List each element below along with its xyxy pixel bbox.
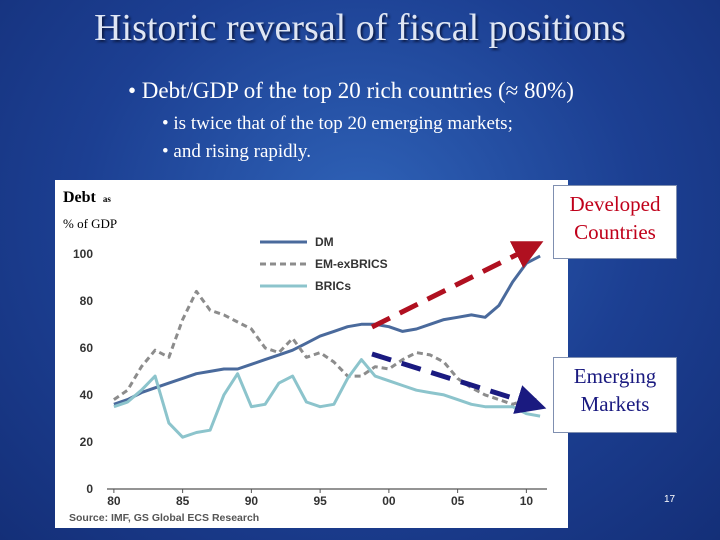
ylabel-as: as xyxy=(103,194,112,204)
emerging-trend-arrow xyxy=(371,351,547,414)
legend-label-dm: DM xyxy=(315,235,334,249)
bullet-sub-2: • and rising rapidly. xyxy=(162,141,311,162)
developed-label-line1: Developed xyxy=(569,192,661,216)
x-tick-label: 00 xyxy=(382,494,396,508)
chart-source: Source: IMF, GS Global ECS Research xyxy=(69,512,259,524)
bullet-main: • Debt/GDP of the top 20 rich countries … xyxy=(128,78,574,103)
x-tick-label: 10 xyxy=(520,494,534,508)
x-tick-label: 90 xyxy=(245,494,259,508)
x-tick-label: 05 xyxy=(451,494,465,508)
y-tick-label: 0 xyxy=(86,482,93,496)
y-tick-label: 60 xyxy=(80,341,94,355)
y-tick-label: 100 xyxy=(73,247,93,261)
developed-label-line2: Countries xyxy=(574,220,656,244)
page-number: 17 xyxy=(664,494,676,505)
legend-label-em-exbrics: EM-exBRICS xyxy=(315,257,388,271)
y-tick-label: 40 xyxy=(80,388,94,402)
ylabel-percent-gdp: % of GDP xyxy=(63,216,117,231)
bullet-sub-1: • is twice that of the top 20 emerging m… xyxy=(162,113,513,134)
series-line-dm xyxy=(113,254,541,406)
svg-text:Debt as: Debt as xyxy=(63,189,111,206)
chart-panel: 0 20 40 60 80 100 80 85 90 95 00 05 10 DM EM-exBRICS B… xyxy=(55,180,568,528)
legend-label-brics: BRICs xyxy=(315,279,351,293)
x-tick-label: 95 xyxy=(313,494,327,508)
emerging-label-line1: Emerging xyxy=(573,364,657,388)
series-line-brics xyxy=(113,358,541,439)
developed-trend-arrow xyxy=(370,241,544,330)
y-tick-label: 20 xyxy=(80,435,94,449)
developed-countries-callout: Developed Countries xyxy=(553,185,677,259)
y-tick-label: 80 xyxy=(80,294,94,308)
slide-title: Historic reversal of fiscal positions xyxy=(94,7,626,49)
ylabel-debt: Debt xyxy=(63,189,97,206)
emerging-markets-callout: Emerging Markets xyxy=(553,357,677,433)
emerging-label-line2: Markets xyxy=(580,392,650,416)
x-tick-label: 85 xyxy=(176,494,190,508)
x-tick-label: 80 xyxy=(107,494,121,508)
